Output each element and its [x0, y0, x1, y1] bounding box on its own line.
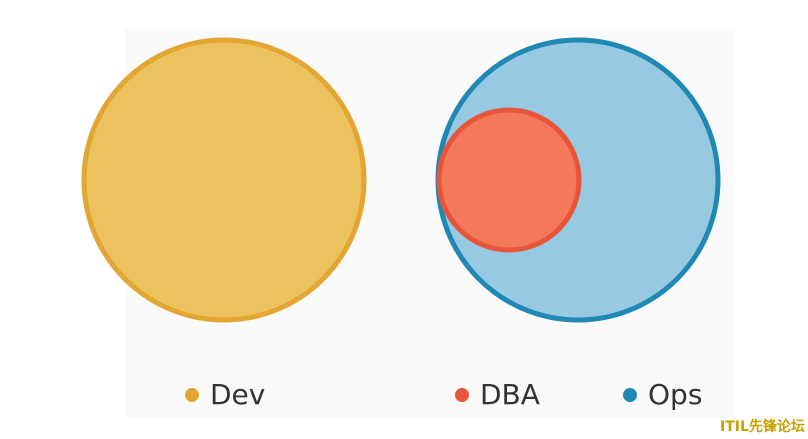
- dev-circle: [81, 37, 367, 323]
- legend-label: DBA: [480, 378, 540, 411]
- legend-dot: [623, 388, 637, 402]
- legend-dot: [455, 388, 469, 402]
- legend: Dev DBA Ops: [185, 378, 702, 411]
- legend-label: Dev: [210, 378, 265, 411]
- watermark: ITIL先锋论坛: [720, 418, 805, 435]
- legend-label: Ops: [648, 378, 702, 411]
- legend-dot: [185, 388, 199, 402]
- dba-circle: [436, 107, 582, 253]
